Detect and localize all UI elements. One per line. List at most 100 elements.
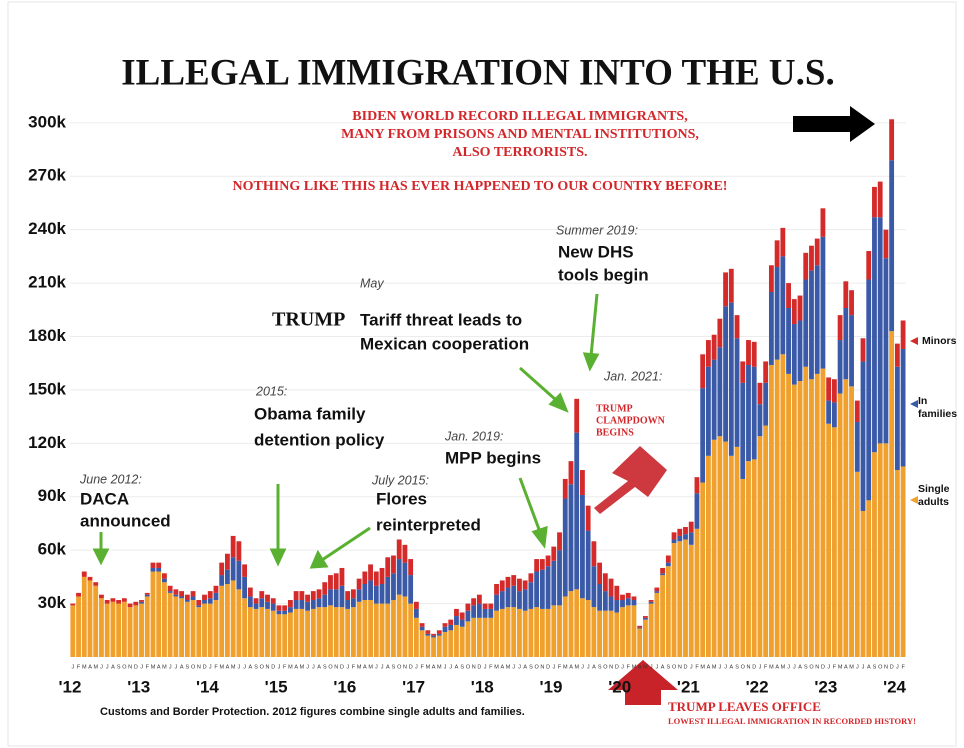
bar-segment bbox=[93, 585, 99, 657]
bar-segment bbox=[391, 573, 396, 601]
bar-segment bbox=[385, 576, 391, 604]
bar-segment bbox=[751, 341, 757, 367]
bar-segment bbox=[688, 521, 694, 533]
x-tick-label: O bbox=[603, 664, 608, 670]
bar-segment bbox=[402, 562, 408, 597]
bar-segment bbox=[883, 258, 889, 444]
bar-segment bbox=[379, 567, 385, 584]
bar-segment bbox=[476, 603, 482, 618]
bar-segment bbox=[350, 589, 356, 599]
bar-segment bbox=[368, 580, 373, 601]
bar-segment bbox=[814, 265, 820, 374]
bar-segment bbox=[93, 582, 99, 586]
bar-segment bbox=[454, 624, 459, 657]
bar-segment bbox=[316, 589, 322, 599]
bar-segment bbox=[133, 601, 139, 606]
bar-segment bbox=[413, 617, 419, 657]
bar-segment bbox=[637, 625, 643, 628]
bar-segment bbox=[356, 578, 362, 590]
bar-segment bbox=[247, 596, 253, 608]
annotation: June 2012: bbox=[79, 472, 142, 486]
bar-segment bbox=[385, 557, 391, 577]
x-tick-label: O bbox=[672, 664, 677, 670]
x-tick-label: N bbox=[403, 664, 407, 670]
x-tick-label: M bbox=[300, 664, 305, 670]
x-tick-label: J bbox=[690, 664, 693, 670]
bar-segment bbox=[820, 208, 826, 237]
bar-segment bbox=[860, 338, 866, 362]
x-tick-label: M bbox=[288, 664, 293, 670]
year-label: '16 bbox=[333, 677, 356, 696]
x-tick-label: D bbox=[203, 664, 207, 670]
bar-segment bbox=[81, 571, 87, 577]
x-tick-label: J bbox=[169, 664, 172, 670]
bar-segment bbox=[688, 544, 694, 657]
bar-segment bbox=[333, 607, 339, 657]
bar-segment bbox=[705, 455, 711, 657]
x-tick-label: J bbox=[552, 664, 555, 670]
bar-segment bbox=[322, 582, 328, 595]
bar-segment bbox=[202, 600, 207, 604]
bar-segment bbox=[791, 324, 797, 385]
x-tick-label: J bbox=[449, 664, 452, 670]
x-tick-label: M bbox=[426, 664, 431, 670]
bar-segment bbox=[402, 544, 408, 563]
bars bbox=[70, 119, 906, 657]
bar-segment bbox=[688, 532, 694, 545]
bar-segment bbox=[299, 591, 305, 601]
bar-segment bbox=[425, 633, 431, 636]
bar-segment bbox=[139, 603, 144, 657]
bar-segment bbox=[648, 600, 654, 602]
bar-segment bbox=[671, 532, 677, 540]
bar-segment bbox=[889, 160, 895, 332]
bar-segment bbox=[373, 603, 379, 657]
x-tick-label: A bbox=[88, 664, 92, 670]
bar-segment bbox=[494, 610, 499, 657]
year-label: '13 bbox=[127, 677, 150, 696]
bar-segment bbox=[356, 589, 362, 602]
bar-segment bbox=[499, 608, 505, 657]
x-tick-label: M bbox=[769, 664, 774, 670]
x-tick-label: N bbox=[884, 664, 888, 670]
bar-segment bbox=[545, 555, 551, 567]
bar-segment bbox=[900, 348, 906, 467]
bar-segment bbox=[282, 610, 288, 615]
bar-segment bbox=[70, 605, 76, 657]
bar-segment bbox=[270, 610, 276, 657]
bar-segment bbox=[213, 585, 219, 593]
black-arrow bbox=[793, 106, 875, 142]
bar-segment bbox=[442, 632, 448, 657]
annotation: tools begin bbox=[558, 265, 649, 284]
bar-segment bbox=[328, 589, 333, 606]
bar-segment bbox=[247, 607, 253, 657]
annotation: Mexican cooperation bbox=[360, 334, 529, 353]
x-tick-label: A bbox=[455, 664, 459, 670]
bar-segment bbox=[247, 587, 253, 597]
bar-segment bbox=[190, 591, 196, 597]
year-label: '24 bbox=[883, 677, 906, 696]
x-tick-label: M bbox=[357, 664, 362, 670]
legend-label: Minors bbox=[922, 335, 957, 347]
bar-segment bbox=[700, 482, 706, 657]
bar-segment bbox=[396, 594, 402, 657]
legend-marker bbox=[910, 400, 918, 408]
bar-segment bbox=[791, 384, 797, 657]
year-label: '15 bbox=[265, 677, 288, 696]
bar-segment bbox=[608, 596, 614, 611]
bar-segment bbox=[150, 571, 156, 657]
bar-segment bbox=[87, 576, 93, 581]
bar-segment bbox=[299, 608, 305, 657]
bar-segment bbox=[557, 605, 562, 657]
annotation: 2015: bbox=[255, 384, 287, 398]
x-tick-label: F bbox=[901, 664, 905, 670]
x-tick-label: F bbox=[146, 664, 150, 670]
x-tick-label: O bbox=[535, 664, 540, 670]
bar-segment bbox=[356, 601, 362, 657]
bar-segment bbox=[173, 594, 179, 597]
annotation: announced bbox=[80, 511, 171, 530]
bar-segment bbox=[225, 569, 230, 584]
bar-segment bbox=[677, 528, 683, 536]
bar-segment bbox=[471, 605, 477, 618]
bar-segment bbox=[768, 291, 774, 365]
bar-segment bbox=[144, 592, 150, 595]
